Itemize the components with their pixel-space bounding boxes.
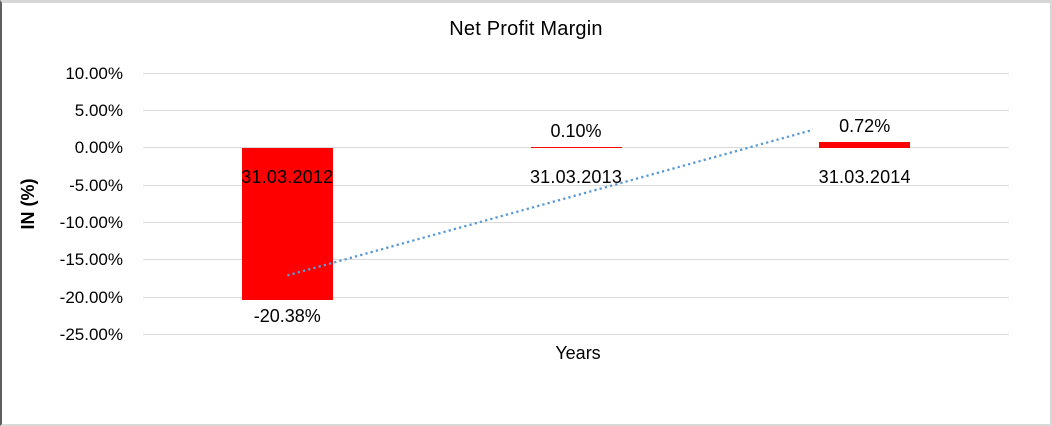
gridline bbox=[143, 109, 1009, 111]
y-tick-label: -20.00% bbox=[59, 287, 123, 307]
gridline bbox=[143, 72, 1009, 74]
category-label: 31.03.2014 bbox=[818, 167, 911, 187]
bar bbox=[819, 142, 911, 148]
y-tick-label: -15.00% bbox=[59, 250, 123, 270]
category-label: 31.03.2012 bbox=[241, 167, 334, 187]
category-label: 31.03.2013 bbox=[529, 167, 623, 187]
gridline bbox=[143, 296, 1009, 298]
y-tick-label: 5.00% bbox=[74, 100, 123, 120]
x-axis-title: Years bbox=[555, 343, 601, 363]
chart-title: Net Profit Margin bbox=[449, 18, 603, 40]
data-label: 0.10% bbox=[524, 122, 628, 141]
y-tick-label: -10.00% bbox=[59, 212, 123, 232]
y-tick-label: -25.00% bbox=[59, 324, 123, 344]
bar bbox=[530, 147, 622, 148]
y-tick-label: -5.00% bbox=[69, 175, 123, 195]
data-label: 0.72% bbox=[812, 117, 917, 137]
data-label: -20.38% bbox=[235, 307, 340, 327]
y-tick-label: 0.00% bbox=[74, 138, 123, 158]
gridline bbox=[143, 333, 1009, 335]
y-tick-label: 10.00% bbox=[65, 63, 123, 83]
